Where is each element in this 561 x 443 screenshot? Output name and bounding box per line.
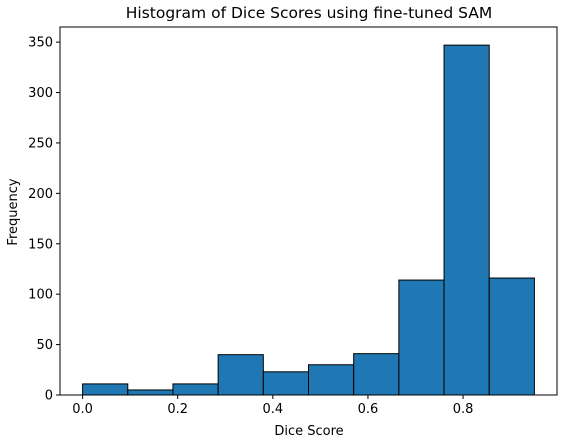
histogram-bar xyxy=(217,354,264,396)
histogram-bar xyxy=(82,383,129,396)
histogram-bar xyxy=(398,279,445,396)
y-tick-label: 50 xyxy=(36,338,53,353)
plot-frame xyxy=(59,26,558,396)
x-tick-label: 0.6 xyxy=(358,402,379,417)
y-tick-label: 300 xyxy=(28,86,53,101)
histogram-bar xyxy=(172,383,219,396)
histogram-bar xyxy=(443,44,490,396)
bars-group xyxy=(82,44,535,396)
x-tick-label: 0.8 xyxy=(453,402,474,417)
x-tick-label: 0.2 xyxy=(167,402,188,417)
x-axis-ticks: 0.0 0.2 0.4 0.6 0.8 xyxy=(72,395,473,417)
y-tick-label: 250 xyxy=(28,136,53,151)
y-tick-label: 0 xyxy=(45,389,53,404)
histogram-bar xyxy=(488,277,535,396)
y-tick-label: 200 xyxy=(28,187,53,202)
y-axis-label: Frequency xyxy=(6,178,21,245)
x-tick-label: 0.0 xyxy=(72,402,93,417)
histogram-bar xyxy=(308,364,355,396)
y-tick-label: 100 xyxy=(28,288,53,303)
x-tick-label: 0.4 xyxy=(262,402,283,417)
chart-title: Histogram of Dice Scores using fine-tune… xyxy=(126,4,492,22)
histogram-bar xyxy=(127,389,174,396)
histogram-bar xyxy=(262,371,309,396)
y-axis-ticks: 0 50 100 150 200 250 300 350 xyxy=(28,36,60,404)
x-axis-label: Dice Score xyxy=(274,424,343,439)
y-tick-label: 150 xyxy=(28,237,53,252)
histogram-bar xyxy=(353,353,400,396)
y-tick-label: 350 xyxy=(28,36,53,51)
